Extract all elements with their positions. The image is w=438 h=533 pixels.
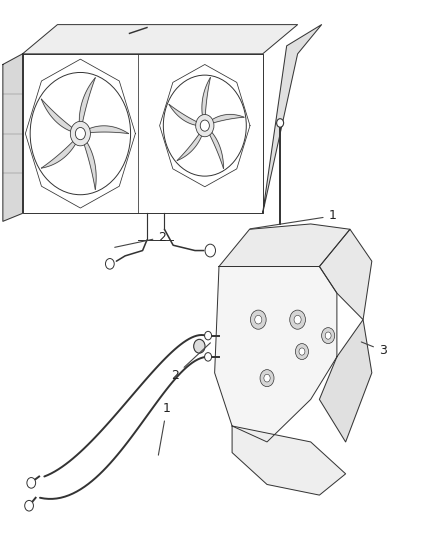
Text: 1: 1 bbox=[250, 209, 336, 229]
Circle shape bbox=[25, 500, 33, 511]
Polygon shape bbox=[169, 104, 198, 125]
Circle shape bbox=[260, 369, 274, 386]
Text: 2: 2 bbox=[115, 231, 166, 247]
Polygon shape bbox=[215, 266, 337, 442]
Polygon shape bbox=[202, 78, 210, 117]
Circle shape bbox=[106, 259, 114, 269]
Polygon shape bbox=[319, 320, 372, 442]
Circle shape bbox=[251, 310, 266, 329]
Polygon shape bbox=[209, 131, 223, 168]
Circle shape bbox=[277, 119, 284, 127]
Polygon shape bbox=[177, 133, 202, 160]
Polygon shape bbox=[22, 25, 297, 54]
Circle shape bbox=[71, 122, 90, 146]
Polygon shape bbox=[88, 126, 129, 134]
Polygon shape bbox=[79, 78, 95, 123]
Circle shape bbox=[200, 120, 209, 131]
Circle shape bbox=[163, 75, 246, 176]
Circle shape bbox=[325, 332, 331, 339]
Polygon shape bbox=[41, 99, 73, 132]
Circle shape bbox=[255, 316, 262, 324]
Circle shape bbox=[295, 344, 308, 360]
Circle shape bbox=[30, 72, 131, 195]
Text: 2: 2 bbox=[171, 343, 210, 382]
Polygon shape bbox=[319, 229, 372, 320]
Circle shape bbox=[264, 374, 270, 382]
Circle shape bbox=[194, 340, 205, 353]
Polygon shape bbox=[41, 141, 76, 168]
Circle shape bbox=[294, 316, 301, 324]
Polygon shape bbox=[219, 224, 350, 266]
Polygon shape bbox=[84, 142, 96, 189]
Circle shape bbox=[205, 244, 215, 257]
Polygon shape bbox=[211, 115, 244, 123]
Polygon shape bbox=[159, 64, 250, 187]
Circle shape bbox=[27, 478, 35, 488]
Polygon shape bbox=[3, 54, 22, 221]
Polygon shape bbox=[232, 426, 346, 495]
Circle shape bbox=[196, 115, 214, 137]
Circle shape bbox=[75, 127, 85, 140]
Polygon shape bbox=[25, 59, 135, 208]
Circle shape bbox=[205, 332, 212, 340]
Circle shape bbox=[205, 353, 212, 361]
Circle shape bbox=[290, 310, 305, 329]
Circle shape bbox=[299, 348, 305, 355]
Circle shape bbox=[321, 328, 335, 344]
Text: 3: 3 bbox=[361, 342, 387, 357]
Text: 1: 1 bbox=[159, 402, 170, 455]
Polygon shape bbox=[263, 25, 321, 213]
